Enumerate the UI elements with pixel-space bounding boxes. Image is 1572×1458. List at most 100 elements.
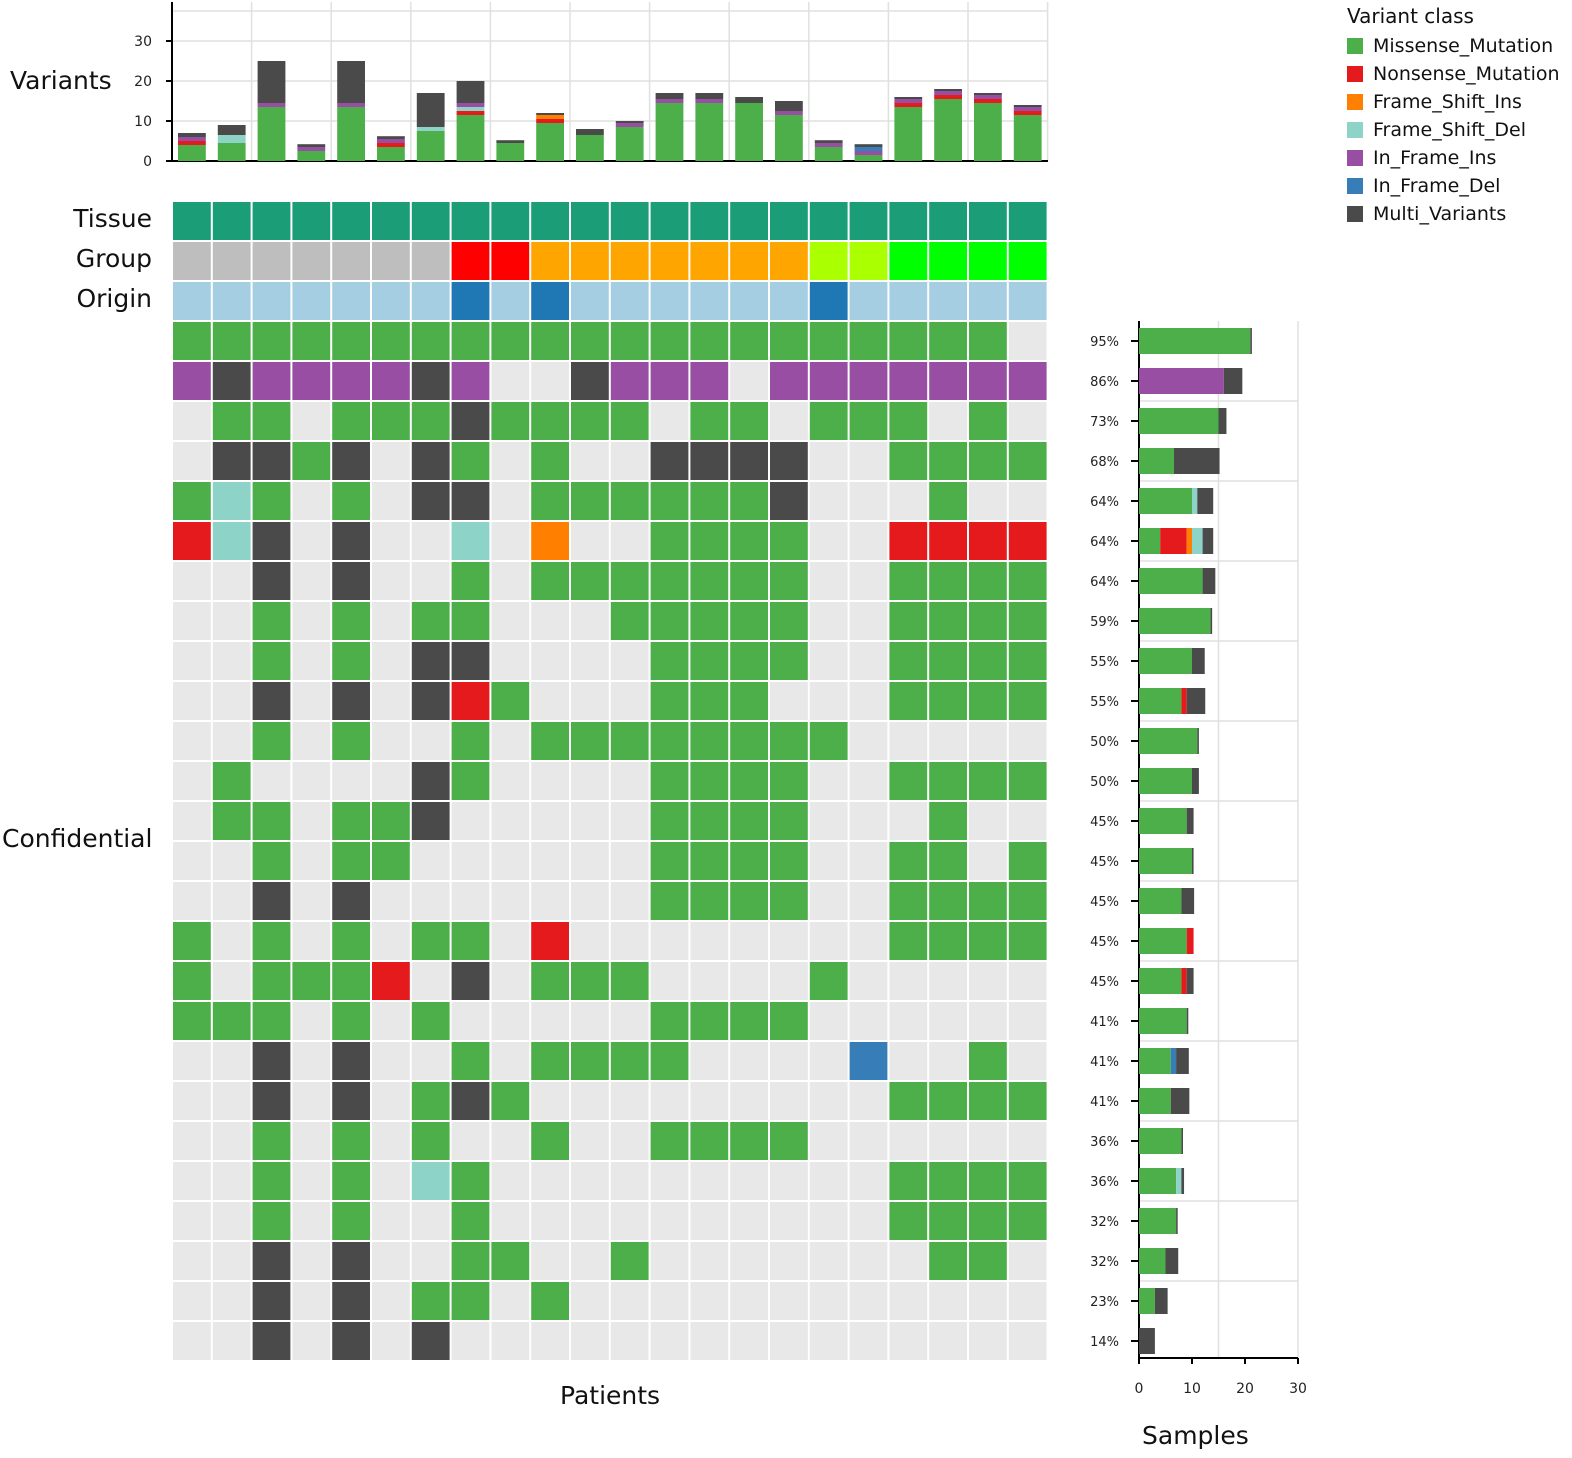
oncoplot-cell — [1008, 682, 1047, 720]
oncoplot-cell — [212, 482, 251, 520]
oncoplot-cell — [212, 522, 251, 560]
group-cell — [491, 242, 530, 280]
top-bar-segment-P — [456, 103, 485, 107]
oncoplot-cell — [969, 562, 1007, 600]
oncoplot-cell — [571, 1042, 609, 1080]
oncoplot-cell — [889, 1002, 928, 1040]
oncoplot-cell — [1008, 1002, 1047, 1040]
oncoplot-cell — [1008, 602, 1047, 640]
oncoplot-cell — [809, 762, 848, 800]
oncoplot-cell — [929, 362, 967, 400]
tissue-cell — [929, 202, 967, 240]
top-bar-segment-M — [934, 99, 962, 161]
oncoplot-cell — [610, 1042, 649, 1080]
oncoplot-cell — [292, 482, 331, 520]
oncoplot-cell — [610, 602, 649, 640]
top-bar-segment-R — [934, 95, 962, 99]
top-bar-segment-M — [894, 107, 923, 161]
oncoplot-cell — [1008, 322, 1047, 360]
oncoplot-cell — [929, 1122, 967, 1160]
oncoplot-cell — [610, 1282, 649, 1320]
top-bar-segment-R — [456, 111, 485, 115]
oncoplot-cell — [411, 1242, 450, 1280]
oncoplot-cell — [332, 842, 370, 880]
oncoplot-cell — [571, 1002, 609, 1040]
oncoplot-cell — [610, 842, 649, 880]
oncoplot-cell — [332, 722, 370, 760]
oncoplot-cell — [173, 1282, 211, 1320]
oncoplot-cell — [1008, 1282, 1047, 1320]
oncoplot-cell — [690, 842, 729, 880]
top-bar-segment-X — [297, 144, 326, 147]
oncoplot-cell — [929, 802, 967, 840]
oncoplot-cell — [491, 882, 530, 920]
variants-axis-label: Variants — [10, 66, 112, 95]
tissue-cell — [292, 202, 331, 240]
oncoplot-cell — [252, 402, 291, 440]
oncoplot-cell — [1008, 882, 1047, 920]
oncoplot-cell — [690, 682, 729, 720]
origin-cell — [969, 282, 1007, 320]
oncoplot-cell — [849, 722, 888, 760]
side-bar-segment-M — [1139, 688, 1182, 714]
group-cell — [571, 242, 609, 280]
oncoplot-cell — [889, 842, 928, 880]
oncoplot-cell — [212, 1242, 251, 1280]
oncoplot-cell — [411, 602, 450, 640]
oncoplot-cell — [411, 962, 450, 1000]
oncoplot-cell — [212, 922, 251, 960]
legend-item: Frame_Shift_Del — [1347, 116, 1560, 144]
tissue-cell — [571, 202, 609, 240]
oncoplot-cell — [332, 1002, 370, 1040]
oncoplot-cell — [770, 722, 808, 760]
oncoplot-cell — [770, 842, 808, 880]
top-bar-segment-P — [934, 91, 962, 95]
oncoplot-cell — [491, 322, 530, 360]
oncoplot-cell — [212, 1322, 251, 1360]
oncoplot-cell — [1008, 562, 1047, 600]
oncoplot-cell — [809, 802, 848, 840]
side-bar-segment-B — [1170, 1048, 1177, 1074]
oncoplot-cell — [451, 802, 490, 840]
oncoplot-cell — [411, 1042, 450, 1080]
oncoplot-cell — [969, 762, 1007, 800]
oncoplot-cell — [531, 1082, 569, 1120]
oncoplot-cell — [809, 442, 848, 480]
oncoplot-cell — [372, 1162, 410, 1200]
oncoplot-cell — [491, 682, 530, 720]
oncoplot-cell — [849, 1202, 888, 1240]
group-cell — [690, 242, 729, 280]
x-tick-label: 30 — [1289, 1381, 1307, 1397]
oncoplot-cell — [889, 1162, 928, 1200]
group-cell — [531, 242, 569, 280]
oncoplot-cell — [650, 1162, 689, 1200]
tissue-cell — [690, 202, 729, 240]
patients-axis-label: Patients — [560, 1381, 661, 1410]
oncoplot-cell — [411, 322, 450, 360]
top-bar-segment-X — [775, 101, 803, 111]
oncoplot-cell — [849, 322, 888, 360]
side-bar-segment-M — [1139, 608, 1211, 634]
oncoplot-cell — [571, 522, 609, 560]
side-bar-segment-X — [1139, 1328, 1155, 1354]
oncoplot-cell — [889, 562, 928, 600]
oncoplot-cell — [372, 1322, 410, 1360]
side-bar-segment-X — [1192, 848, 1194, 874]
oncoplot-cell — [849, 762, 888, 800]
percent-label: 68% — [1090, 455, 1119, 470]
oncoplot-cell — [809, 522, 848, 560]
oncoplot-cell — [849, 842, 888, 880]
oncoplot-cell — [372, 962, 410, 1000]
y-tick-label: 20 — [134, 74, 152, 90]
percent-label: 73% — [1090, 415, 1119, 430]
legend-item: Multi_Variants — [1347, 200, 1560, 228]
tissue-cell — [889, 202, 928, 240]
oncoplot-cell — [571, 1322, 609, 1360]
oncoplot-cell — [411, 482, 450, 520]
oncoplot-cell — [332, 802, 370, 840]
oncoplot-cell — [491, 482, 530, 520]
oncoplot-cell — [650, 882, 689, 920]
top-bar-segment-M — [416, 131, 445, 161]
top-bar-segment-X — [894, 97, 923, 99]
oncoplot-cell — [571, 722, 609, 760]
